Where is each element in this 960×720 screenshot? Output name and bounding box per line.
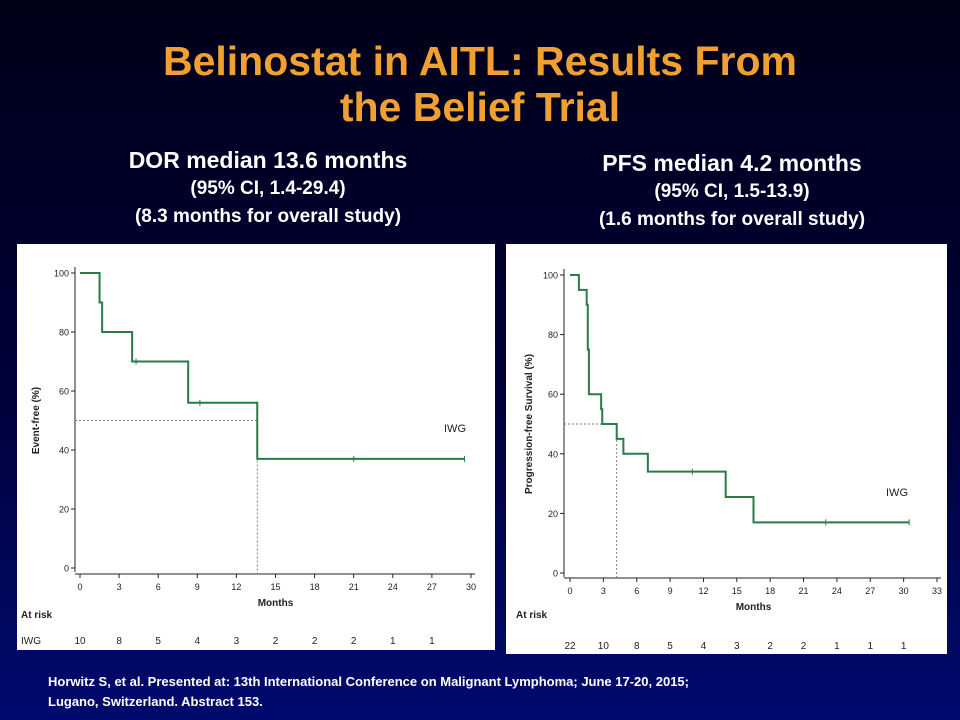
pfs-x-tick-label: 24 (832, 586, 842, 596)
dor-at-risk-value: 8 (116, 636, 122, 647)
dor-at-risk-value: 1 (429, 636, 435, 647)
pfs-at-risk-value: 3 (734, 641, 740, 652)
pfs-x-tick-label: 18 (765, 586, 775, 596)
pfs-y-tick-label: 60 (548, 390, 558, 400)
dor-y-axis-label: Event-free (%) (31, 387, 42, 454)
pfs-x-tick-label: 33 (932, 586, 942, 596)
dor-x-tick-label: 0 (77, 582, 82, 592)
dor-x-tick-label: 21 (349, 582, 359, 592)
dor-series-label: IWG (444, 423, 466, 435)
pfs-at-risk-value: 2 (767, 641, 773, 652)
pfs-x-tick-label: 15 (732, 586, 742, 596)
dor-x-axis-label: Months (258, 598, 294, 609)
slide-title-line2: the Belief Trial (339, 84, 621, 130)
dor-summary: DOR median 13.6 months (95% CI, 1.4-29.4… (88, 145, 448, 231)
dor-chart-panel: 0 20 40 60 80 100 0 3 6 9 12 15 18 21 24 27 30 Event-free… (17, 244, 495, 650)
dor-x-tick-label: 3 (117, 582, 122, 592)
dor-x-tick-label: 9 (195, 582, 200, 592)
pfs-survival-curve (570, 274, 910, 524)
dor-x-tick-label: 15 (270, 582, 280, 592)
dor-at-risk-value: 3 (234, 636, 240, 647)
pfs-at-risk-value: 1 (867, 641, 873, 652)
dor-y-tick-label: 20 (59, 505, 69, 515)
dor-at-risk-value: 2 (273, 636, 279, 647)
pfs-median-text: PFS median 4.2 months (602, 150, 862, 176)
dor-at-risk-value: 4 (195, 636, 201, 647)
dor-at-risk-value: 10 (74, 636, 86, 647)
pfs-at-risk-label: At risk (516, 610, 548, 621)
dor-x-tick-label: 24 (388, 582, 398, 592)
dor-ci-text: (95% CI, 1.4-29.4) (190, 178, 346, 199)
pfs-at-risk-value: 2 (801, 641, 807, 652)
dor-survival-curve (80, 272, 465, 460)
pfs-series-label: IWG (886, 487, 908, 499)
dor-overall-text: (8.3 months for overall study) (134, 206, 402, 227)
dor-x-tick-label: 12 (231, 582, 241, 592)
pfs-y-tick-label: 20 (548, 509, 558, 519)
pfs-at-risk-value: 8 (634, 641, 640, 652)
dor-y-tick-label: 0 (64, 564, 69, 574)
dor-x-tick-label: 30 (466, 582, 476, 592)
pfs-x-tick-label: 30 (899, 586, 909, 596)
dor-x-tick-label: 27 (427, 582, 437, 592)
pfs-at-risk-value: 1 (834, 641, 840, 652)
dor-y-tick-label: 100 (54, 269, 69, 279)
citation-line2: Lugano, Switzerland. Abstract 153. (48, 694, 263, 709)
pfs-at-risk-value: 4 (701, 641, 707, 652)
slide-title: Belinostat in AITL: Results From the Bel… (0, 38, 960, 130)
pfs-x-tick-label: 9 (668, 586, 673, 596)
pfs-x-tick-label: 27 (865, 586, 875, 596)
dor-at-risk-value: 2 (351, 636, 357, 647)
pfs-y-tick-label: 100 (543, 271, 558, 281)
citation-line1: Horwitz S, et al. Presented at: 13th Int… (48, 674, 689, 689)
dor-at-risk-value: 5 (155, 636, 161, 647)
slide-title-line1: Belinostat in AITL: Results From (162, 38, 798, 84)
dor-x-tick-label: 18 (310, 582, 320, 592)
pfs-y-tick-label: 40 (548, 449, 558, 459)
pfs-x-tick-label: 0 (567, 586, 572, 596)
dor-at-risk-value: 1 (390, 636, 396, 647)
dor-y-tick-label: 80 (59, 328, 69, 338)
pfs-x-tick-label: 12 (698, 586, 708, 596)
pfs-x-axis-label: Months (736, 602, 772, 613)
pfs-at-risk-value: 1 (901, 641, 907, 652)
dor-median-text: DOR median 13.6 months (128, 147, 408, 173)
pfs-at-risk-value: 5 (667, 641, 673, 652)
pfs-at-risk-value: 10 (598, 641, 610, 652)
pfs-x-tick-label: 6 (634, 586, 639, 596)
pfs-y-axis-label: Progression-free Survival (%) (524, 354, 535, 494)
dor-x-tick-label: 6 (156, 582, 161, 592)
pfs-summary: PFS median 4.2 months (95% CI, 1.5-13.9)… (552, 148, 912, 234)
dor-y-tick-label: 60 (59, 387, 69, 397)
pfs-y-tick-label: 80 (548, 330, 558, 340)
citation: Horwitz S, et al. Presented at: 13th Int… (48, 672, 928, 712)
dor-y-tick-label: 40 (59, 446, 69, 456)
dor-at-risk-value: 2 (312, 636, 318, 647)
dor-at-risk-label: At risk (21, 610, 53, 621)
pfs-x-tick-label: 3 (601, 586, 606, 596)
pfs-y-tick-label: 0 (553, 569, 558, 579)
pfs-at-risk-value: 22 (564, 641, 576, 652)
pfs-chart-panel: 0 20 40 60 80 100 0 3 6 9 12 15 18 21 24 27 30 33 Progress… (506, 244, 947, 654)
pfs-overall-text: (1.6 months for overall study) (598, 209, 866, 230)
pfs-ci-text: (95% CI, 1.5-13.9) (654, 181, 810, 202)
pfs-x-tick-label: 21 (799, 586, 809, 596)
dor-at-risk-row-label: IWG (21, 636, 41, 647)
